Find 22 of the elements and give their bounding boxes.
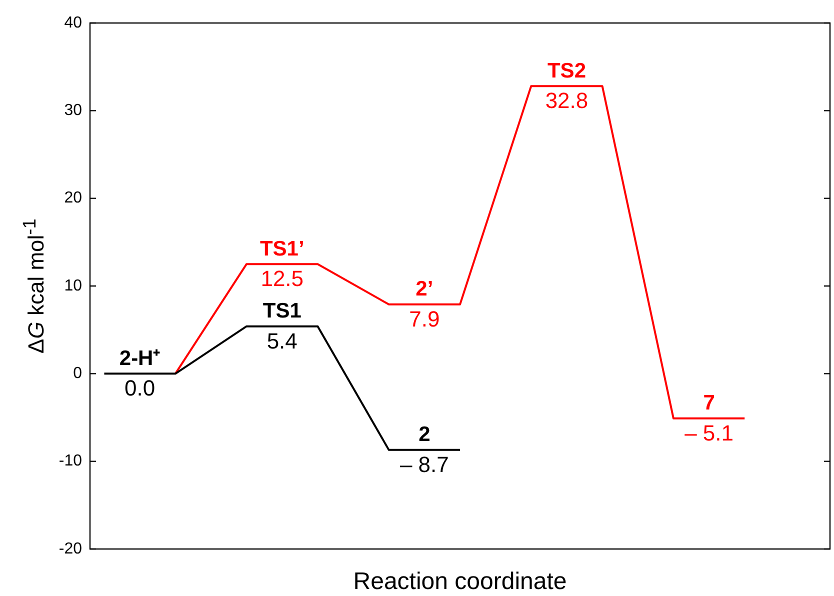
x-axis-title: Reaction coordinate xyxy=(353,568,567,596)
y-tick-label: 20 xyxy=(64,190,82,207)
data-label: 0.0 xyxy=(124,376,156,401)
y-tick-label: -20 xyxy=(58,540,82,558)
data-label: 5.4 xyxy=(266,328,298,354)
y-tick-label: -10 xyxy=(58,452,82,470)
annotation: TS2 xyxy=(547,59,586,82)
data-label: – 5.1 xyxy=(684,420,734,446)
annotation: TS1 xyxy=(262,300,302,323)
y-tick-label: 30 xyxy=(64,102,82,120)
y-tick-label: 40 xyxy=(64,14,82,32)
data-label: 7.9 xyxy=(409,306,440,332)
annotation: 2-H⁺ xyxy=(119,346,160,370)
y-tick-label: 10 xyxy=(64,277,82,294)
annotation: 7 xyxy=(703,392,715,415)
y-tick-label: 0 xyxy=(73,365,82,382)
data-label: – 8.7 xyxy=(400,452,449,477)
data-label: 12.5 xyxy=(260,266,304,292)
annotation: 2 xyxy=(418,423,430,446)
annotation: TS1’ xyxy=(260,237,304,260)
data-label: 32.8 xyxy=(545,88,588,114)
annotation: 2’ xyxy=(416,278,434,301)
